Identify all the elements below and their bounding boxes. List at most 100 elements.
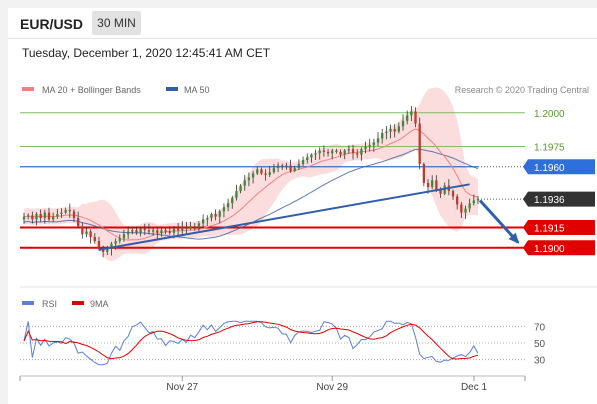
candle-bear [414, 111, 417, 124]
candle-bull [389, 128, 392, 132]
candle-bull [131, 230, 134, 232]
candle-bull [22, 216, 26, 220]
candle-bear [439, 189, 442, 194]
candle-bull [372, 142, 376, 146]
chart-header: EUR/USD 30 MIN [8, 8, 597, 39]
candle-bull [181, 227, 184, 231]
candle-bear [451, 191, 455, 197]
candle-bear [456, 196, 459, 205]
candle-bear [393, 128, 396, 132]
level-label-pivot: 1.1960 [534, 163, 565, 174]
rsi-level-label: 50 [534, 339, 546, 350]
candle-bull [410, 111, 413, 116]
candle-bear [89, 231, 92, 237]
candle-bull [64, 209, 67, 213]
price-plot-area: 1.2000 1.1975 1.1960 1.1936 1.1915 1.1900 [20, 87, 595, 262]
candle-bull [256, 169, 259, 174]
candle-bull [52, 216, 55, 220]
level-label-box [523, 220, 595, 235]
candle-bear [176, 228, 180, 231]
candle-bull [126, 231, 130, 235]
candle-bull [201, 219, 205, 224]
candle-bull [56, 214, 59, 217]
candle-bull [197, 223, 201, 228]
candle-bull [243, 180, 246, 186]
candle-bull [160, 230, 163, 233]
rsi-ma-legend-label: 9MA [90, 299, 109, 309]
bollinger-band [24, 87, 478, 262]
rsi-plot-area: 70 50 30 [20, 320, 546, 367]
candle-bull [364, 146, 367, 150]
candle-bull [60, 212, 63, 214]
candle-bull [251, 173, 255, 178]
candle-bear [418, 123, 421, 165]
candle-bull [301, 160, 305, 165]
candle-bear [77, 218, 80, 227]
candle-bear [339, 151, 342, 155]
candle-bear [164, 230, 167, 232]
candle-bear [47, 212, 51, 220]
candle-bull [151, 230, 155, 232]
candle-bull [297, 164, 301, 169]
candle-bear [351, 149, 355, 154]
rsi-level-label: 70 [534, 322, 546, 333]
time-axis: Nov 27 Nov 29 Dec 1 [19, 376, 526, 393]
rsi-ma-legend-swatch [72, 301, 84, 305]
candle-bear [97, 241, 101, 248]
candle-bear [264, 173, 267, 175]
level-label-last: 1.1936 [534, 195, 565, 206]
level-label-support: 1.1915 [534, 224, 565, 235]
chart-datetime: Tuesday, December 1, 2020 12:45:41 AM CE… [22, 46, 271, 60]
candle-bull [139, 228, 142, 233]
candle-bear [193, 226, 196, 228]
candle-bull [206, 218, 209, 220]
candle-bull [401, 120, 405, 127]
timeframe-badge[interactable]: 30 MIN [92, 11, 141, 35]
candle-bear [335, 150, 338, 152]
time-tick-label: Nov 27 [166, 382, 198, 393]
candle-bear [326, 151, 330, 154]
candle-bear [68, 209, 71, 212]
candle-bull [385, 131, 388, 133]
rsi-ma-line [23, 321, 479, 360]
level-label-box [523, 159, 595, 175]
candle-bear [72, 211, 76, 219]
candle-bull [360, 149, 363, 155]
currency-pair: EUR/USD [20, 16, 84, 32]
candle-bull [85, 231, 88, 235]
ma50-legend-label: MA 50 [184, 85, 210, 95]
candle-bear [156, 230, 159, 233]
candle-bull [276, 165, 280, 169]
candle-bull [331, 150, 334, 154]
candle-bull [272, 168, 276, 173]
rsi-line [23, 320, 479, 366]
candle-bull [222, 207, 226, 212]
candle-bull [464, 208, 467, 213]
candle-bull [247, 177, 251, 181]
level-label-resistance: 1.2000 [534, 109, 565, 120]
candle-bear [147, 230, 151, 232]
candle-bull [368, 145, 371, 147]
level-label-support: 1.1900 [534, 244, 565, 255]
candle-bull [239, 185, 242, 192]
candle-bull [310, 154, 313, 158]
research-credit: Research © 2020 Trading Central [455, 85, 589, 95]
level-label-box [523, 240, 595, 256]
candle-bear [135, 230, 138, 233]
candle-bear [81, 226, 84, 235]
candle-bull [397, 126, 401, 132]
candle-bear [289, 165, 292, 171]
candle-bear [435, 180, 438, 190]
candle-bull [468, 203, 471, 209]
candle-bear [168, 231, 171, 233]
candle-bull [314, 153, 317, 155]
candle-bear [422, 164, 425, 183]
candle-bear [39, 214, 42, 219]
candle-bear [185, 227, 188, 229]
candle-bull [431, 180, 434, 187]
candle-bull [235, 191, 238, 198]
candle-bull [122, 234, 126, 239]
candle-bull [476, 199, 480, 201]
forecast-arrow-head [508, 232, 520, 244]
